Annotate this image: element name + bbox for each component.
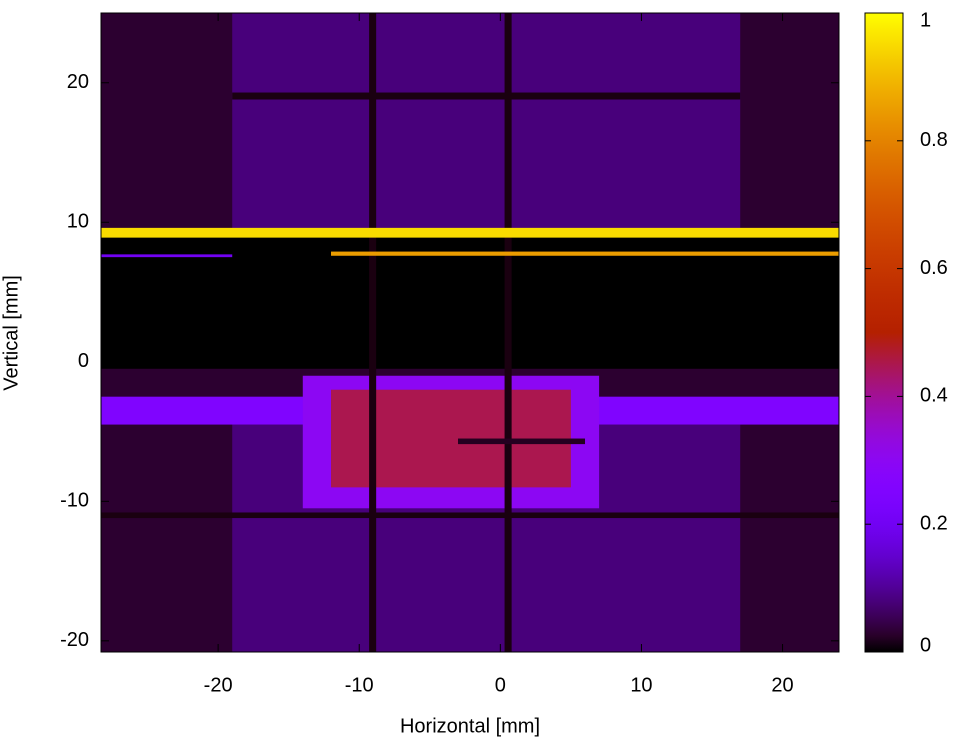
y-tick-label: 20 [67, 71, 89, 93]
colorbar-tick-label: 0.4 [920, 385, 948, 407]
y-tick-label: -10 [60, 490, 89, 512]
y-tick-label: 10 [67, 211, 89, 233]
colorbar-tick-label: 0 [920, 634, 931, 656]
colorbar-tick-label: 1 [920, 9, 931, 31]
y-tick-label: 0 [78, 350, 89, 372]
heat-region [101, 512, 839, 519]
heat-region [232, 92, 741, 100]
y-tick-label: -20 [60, 629, 89, 651]
colorbar-tick-label: 0.2 [920, 512, 948, 534]
heat-region [369, 13, 377, 652]
y-axis-label: Vertical [mm] [0, 275, 22, 391]
x-tick-label: 20 [771, 674, 793, 696]
x-tick-label: 10 [630, 674, 652, 696]
colorbar [864, 12, 904, 653]
heat-region [101, 254, 233, 258]
x-tick-label: -10 [345, 674, 374, 696]
heat-region [504, 13, 512, 652]
heat-region [232, 13, 741, 230]
x-axis-label: Horizontal [mm] [400, 715, 540, 737]
heat-region [101, 227, 839, 238]
heat-region [331, 251, 839, 256]
colorbar-tick-label: 0.8 [920, 129, 948, 151]
x-tick-label: -20 [204, 674, 233, 696]
x-tick-label: 0 [495, 674, 506, 696]
heat-region [458, 438, 586, 445]
colorbar-tick-label: 0.6 [920, 257, 948, 279]
heat-region [101, 236, 839, 369]
plot-frame [100, 12, 840, 653]
